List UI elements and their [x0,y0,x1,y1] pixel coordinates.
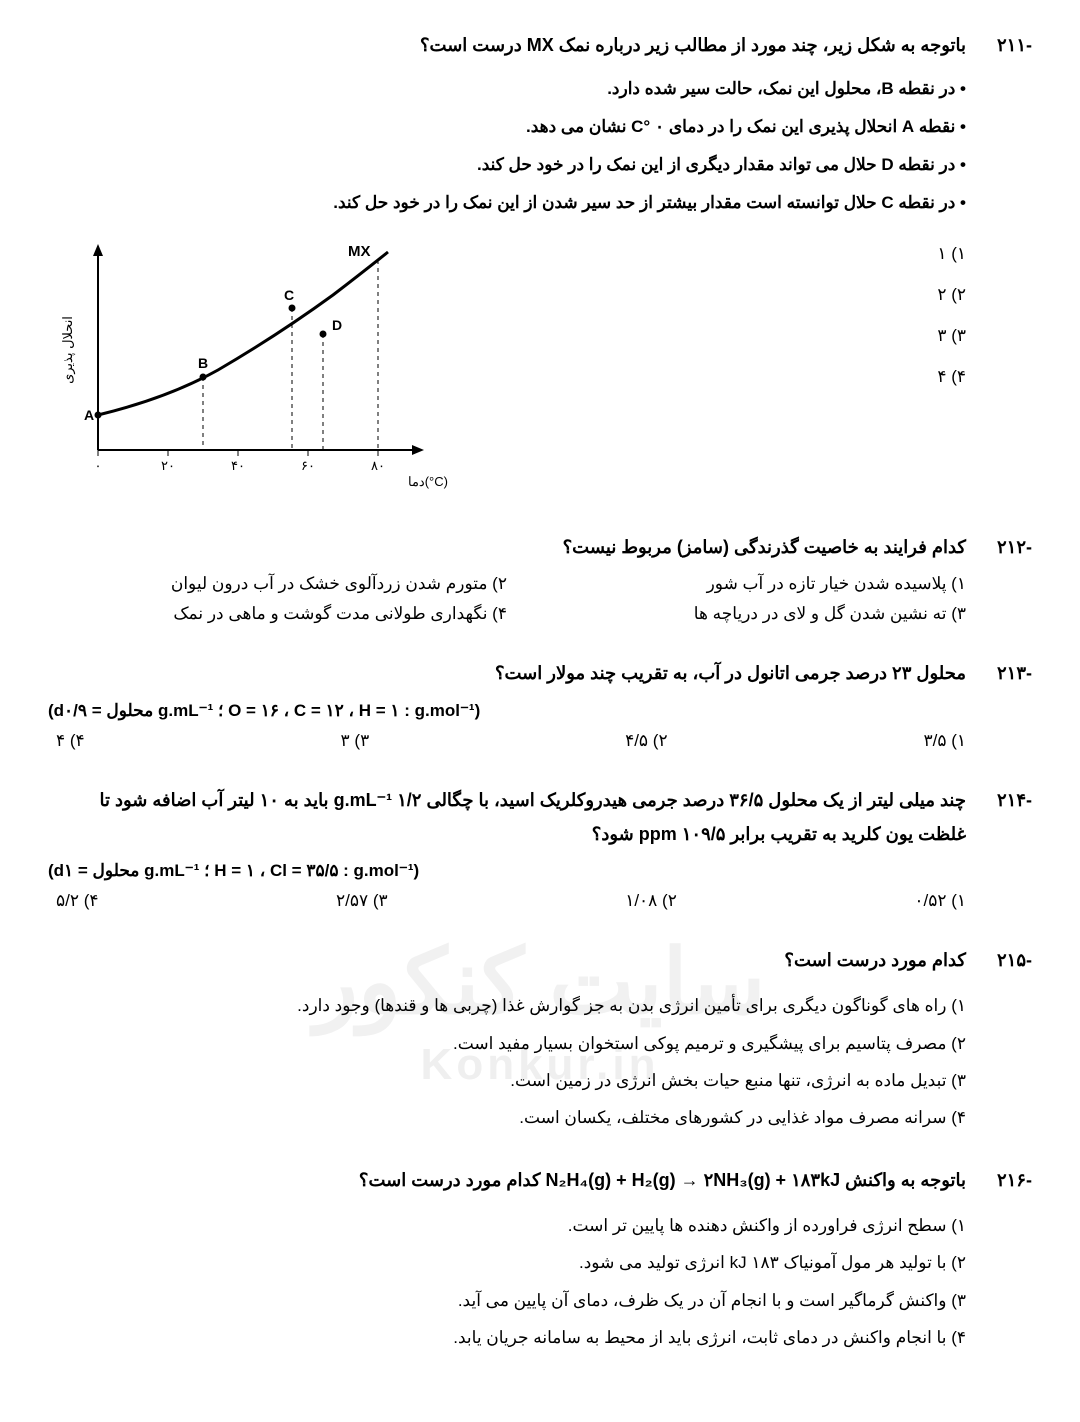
question-text: چند میلی لیتر از یک محلول ۳۶/۵ درصد جرمی… [48,783,966,851]
option-1: ۱) ۰/۵۲ [914,891,966,911]
question-number: -۲۱۵ [986,950,1032,971]
question-text: کدام فرایند به خاصیت گذرندگی (سامز) مربو… [563,530,966,564]
svg-text:D: D [332,317,342,333]
svg-text:A: A [84,407,94,423]
q216-post: کدام مورد درست است؟ [359,1170,541,1190]
question-211: -۲۱۱ باتوجه به شکل زیر، چند مورد از مطال… [48,28,1032,504]
bullet-2: • نقطه A انحلال پذیری این نمک را در دمای… [48,110,966,144]
question-214: -۲۱۴ چند میلی لیتر از یک محلول ۳۶/۵ درصد… [48,783,1032,917]
bullet-1: • در نقطه B، محلول این نمک، حالت سیر شده… [48,72,966,106]
option-2: ۲) ۴/۵ [625,731,668,751]
svg-text:۴۰: ۴۰ [231,458,245,473]
option-1: ۱) ۱ [937,234,966,275]
question-215: -۲۱۵ کدام مورد درست است؟ ۱) راه های گونا… [48,943,1032,1137]
question-text: باتوجه به شکل زیر، چند مورد از مطالب زیر… [420,28,966,62]
xtick-0: ۰ [95,458,102,473]
option-1: ۱) پلاسیده شدن خیار تازه در آب شور [507,574,966,594]
option-2: ۲) متورم شدن زردآلوی خشک در آب درون لیوا… [48,574,507,594]
svg-text:۲۰: ۲۰ [161,458,175,473]
option-3: ۳) ته نشین شدن گل و لای در دریاچه ها [507,604,966,624]
svg-text:C: C [284,287,294,303]
option-2: ۲) با تولید هر مول آمونیاک ۱۸۳ kJ انرژی … [48,1244,966,1281]
q216-pre: باتوجه به واکنش [840,1170,966,1190]
bullet-4: • در نقطه C حلال توانسته است مقدار بیشتر… [48,186,966,220]
question-212: -۲۱۲ کدام فرایند به خاصیت گذرندگی (سامز)… [48,530,1032,630]
svg-text:۸۰: ۸۰ [371,458,385,473]
bullet-3: • در نقطه D حلال می تواند مقدار دیگری از… [48,148,966,182]
option-2: ۲) مصرف پتاسیم برای پیشگیری و ترمیم پوکی… [48,1025,966,1062]
option-4: ۴) ۴ [937,357,966,398]
solubility-chart: ۰ ۲۰ ۴۰ ۶۰ ۸۰ دما(°C) انحلال پذیری M [48,230,448,490]
question-text: کدام مورد درست است؟ [784,943,966,977]
question-text: محلول ۲۳ درصد جرمی اتانول در آب، به تقری… [495,656,966,690]
chart-svg: ۰ ۲۰ ۴۰ ۶۰ ۸۰ دما(°C) انحلال پذیری M [48,230,448,490]
option-2: ۲) ۲ [937,275,966,316]
question-216: -۲۱۶ باتوجه به واکنش N₂H₄(g) + H₂(g) → ۲… [48,1163,1032,1357]
question-213: -۲۱۳ محلول ۲۳ درصد جرمی اتانول در آب، به… [48,656,1032,756]
option-4: ۴) ۵/۲ [56,891,99,911]
x-axis-label: دما(°C) [408,474,448,489]
question-number: -۲۱۶ [986,1170,1032,1191]
option-1: ۱) سطح انرژی فراورده از واکنش دهنده ها پ… [48,1207,966,1244]
svg-text:۶۰: ۶۰ [301,458,315,473]
question-number: -۲۱۴ [986,790,1032,811]
option-4: ۴) با انجام واکنش در دمای ثابت، انرژی با… [48,1319,966,1356]
svg-text:B: B [198,355,208,371]
option-1: ۱) راه های گوناگون دیگری برای تأمین انرژ… [48,987,966,1024]
option-4: ۴) نگهداری طولانی مدت گوشت و ماهی در نمک [48,604,507,624]
question-number: -۲۱۲ [986,537,1032,558]
question-number: -۲۱۱ [986,35,1032,56]
given-data: (dمحلول = ۰/۹ g.mL⁻¹ ؛ O = ۱۶ ، C = ۱۲ ،… [48,701,1024,721]
y-axis-label: انحلال پذیری [60,316,76,384]
option-1: ۱) ۳/۵ [923,731,966,751]
option-3: ۳) تبدیل ماده به انرژی، تنها منبع حیات ب… [48,1062,966,1099]
reaction-equation: N₂H₄(g) + H₂(g) → ۲NH₃(g) + ۱۸۳kJ [546,1170,841,1190]
option-2: ۲) ۱/۰۸ [625,891,677,911]
question-text: باتوجه به واکنش N₂H₄(g) + H₂(g) → ۲NH₃(g… [359,1163,966,1197]
option-3: ۳) واکنش گرماگیر است و با انجام آن در یک… [48,1282,966,1319]
question-number: -۲۱۳ [986,663,1032,684]
option-4: ۴) ۴ [56,731,85,751]
option-3: ۳) ۳ [937,316,966,357]
given-data: (dمحلول = ۱ g.mL⁻¹ ؛ H = ۱ ، Cl = ۳۵/۵ :… [48,861,1024,881]
curve-label: MX [348,243,371,260]
option-4: ۴) سرانه مصرف مواد غذایی در کشورهای مختل… [48,1099,966,1136]
options-vertical: ۱) ۱ ۲) ۲ ۳) ۳ ۴) ۴ [937,234,966,397]
option-3: ۳) ۳ [341,731,370,751]
option-3: ۳) ۲/۵۷ [336,891,388,911]
